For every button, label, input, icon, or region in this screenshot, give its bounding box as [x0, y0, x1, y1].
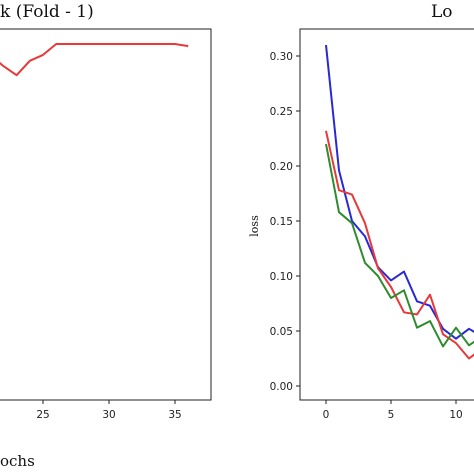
right-y-tick-label: 0.10: [270, 271, 293, 283]
right-y-tick-label: 0.05: [270, 326, 293, 338]
right-x-tick-label: 5: [388, 409, 395, 421]
right-y-tick-label: 0.25: [270, 106, 293, 118]
right-y-tick-label: 0.30: [270, 51, 293, 63]
right-plot-frame: [299, 28, 474, 401]
right-series-line-1: [325, 130, 474, 360]
right-y-axis-label: loss: [248, 215, 261, 237]
left-x-tick-label: 35: [168, 409, 181, 421]
left-plot-frame: [0, 28, 212, 401]
right-x-ticks: 0 5 10: [323, 400, 463, 421]
left-x-tick-label: 30: [102, 409, 115, 421]
left-series-line-0: [0, 43, 189, 77]
left-chart-title: k (Fold - 1): [0, 2, 94, 22]
right-series-line-2: [325, 143, 474, 348]
left-x-tick-label: 25: [36, 409, 49, 421]
left-x-ticks: 25 30 35: [36, 400, 182, 421]
right-y-tick-label: 0.15: [270, 216, 293, 228]
right-series-line-0: [325, 44, 474, 340]
left-chart: k (Fold - 1) 25 30 35 ochs: [0, 2, 212, 470]
right-y-ticks: 0.00 0.05 0.10 0.15 0.20 0.25 0.30: [270, 51, 300, 393]
right-chart-title: Lo: [431, 2, 453, 22]
right-y-tick-label: 0.00: [270, 381, 293, 393]
right-x-tick-label: 0: [323, 409, 330, 421]
right-x-tick-label: 10: [449, 409, 462, 421]
right-y-tick-label: 0.20: [270, 161, 293, 173]
right-chart: Lo loss 0.00 0.05 0.10 0.15 0.20 0.25 0.30 0 5 1…: [248, 2, 474, 421]
left-x-axis-label: ochs: [0, 452, 35, 470]
right-series-group: [325, 44, 474, 360]
left-series-group: [0, 43, 189, 77]
